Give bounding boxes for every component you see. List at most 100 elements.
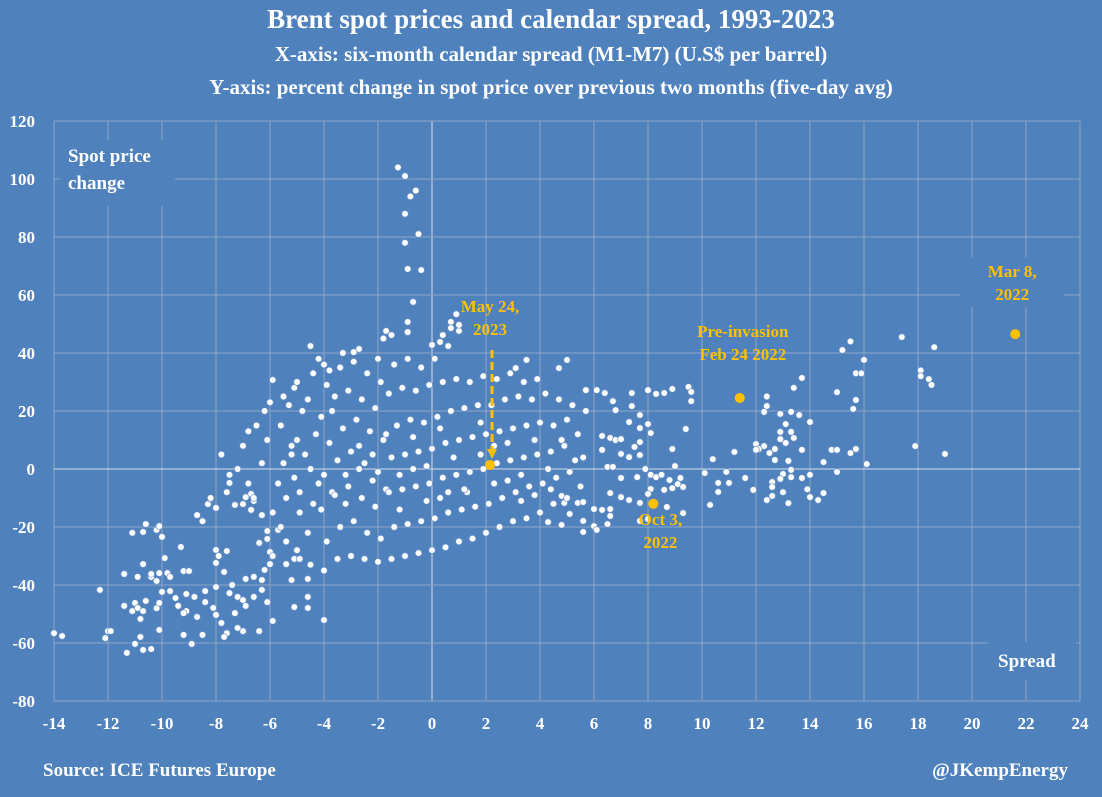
data-point xyxy=(617,493,625,501)
data-point xyxy=(239,500,247,508)
data-point xyxy=(776,410,784,418)
data-point xyxy=(460,404,469,412)
data-point xyxy=(503,439,512,447)
data-point xyxy=(447,318,455,326)
data-point xyxy=(212,583,220,591)
data-point xyxy=(290,384,298,392)
data-point xyxy=(566,510,574,518)
data-point xyxy=(590,505,598,513)
data-point xyxy=(401,450,409,459)
x-tick-label: 24 xyxy=(1072,714,1090,733)
data-point xyxy=(331,392,339,401)
data-point xyxy=(263,436,271,444)
data-point xyxy=(155,626,163,634)
data-point xyxy=(142,597,150,605)
data-point xyxy=(258,511,266,519)
data-point xyxy=(239,596,247,604)
data-point xyxy=(436,494,444,502)
data-point xyxy=(355,465,363,473)
annotation-label: Oct 3, xyxy=(639,510,682,529)
data-point xyxy=(325,366,334,375)
data-point xyxy=(390,523,398,531)
data-point xyxy=(706,501,714,509)
data-point xyxy=(166,587,174,595)
data-point xyxy=(522,356,531,364)
data-point xyxy=(425,479,433,488)
data-point xyxy=(417,517,425,525)
data-point xyxy=(601,389,609,397)
data-point xyxy=(760,408,768,416)
data-point xyxy=(201,598,209,606)
data-point xyxy=(506,456,514,464)
annotation-label: 2023 xyxy=(473,320,507,339)
data-point xyxy=(533,450,541,459)
data-point xyxy=(641,465,649,473)
data-point xyxy=(239,627,247,635)
x-tick-label: 16 xyxy=(856,714,873,733)
data-point xyxy=(644,420,652,428)
data-point xyxy=(606,512,614,520)
data-point xyxy=(579,517,587,525)
data-point xyxy=(466,378,474,386)
data-point xyxy=(833,388,841,396)
data-point xyxy=(377,378,385,386)
data-point xyxy=(212,559,220,567)
data-point xyxy=(539,479,547,488)
chart-subtitle-y: Y-axis: percent change in spot price ove… xyxy=(209,75,893,99)
data-point xyxy=(925,375,933,383)
data-point xyxy=(636,438,644,446)
data-point xyxy=(476,418,485,427)
data-point xyxy=(266,560,274,568)
data-point xyxy=(233,465,242,473)
data-point xyxy=(387,555,396,563)
data-point xyxy=(309,369,317,377)
data-point xyxy=(155,599,163,607)
data-point xyxy=(798,474,806,482)
data-point xyxy=(201,587,209,595)
data-point xyxy=(171,594,180,602)
data-point xyxy=(441,439,450,447)
data-point xyxy=(563,356,571,364)
data-point xyxy=(420,418,428,427)
data-point xyxy=(374,468,382,476)
data-point xyxy=(314,355,323,363)
data-point xyxy=(341,500,350,508)
data-point xyxy=(776,475,784,483)
data-point xyxy=(212,611,220,619)
data-point xyxy=(263,527,271,535)
y-tick-label: 60 xyxy=(18,286,35,305)
data-point xyxy=(444,488,452,496)
data-point xyxy=(333,555,342,563)
data-point xyxy=(709,455,717,463)
data-point xyxy=(371,404,379,412)
data-point xyxy=(439,378,447,386)
data-point xyxy=(136,615,145,623)
annotation-label: Feb 24 2022 xyxy=(699,345,786,364)
data-point xyxy=(798,446,806,454)
data-point xyxy=(455,537,463,546)
data-point xyxy=(50,629,58,637)
data-point xyxy=(468,433,477,441)
x-tick-label: 18 xyxy=(910,714,927,733)
data-point xyxy=(412,186,420,195)
data-point xyxy=(763,496,771,504)
x-tick-label: -6 xyxy=(263,714,277,733)
data-point xyxy=(787,473,795,481)
data-point xyxy=(401,210,409,218)
data-point xyxy=(768,483,776,491)
data-point xyxy=(250,593,258,601)
data-point xyxy=(147,570,155,578)
y-tick-label: 80 xyxy=(18,228,35,247)
data-point xyxy=(139,560,147,568)
data-point xyxy=(414,230,423,238)
chart-subtitle-x: X-axis: six-month calendar spread (M1-M7… xyxy=(274,42,828,66)
data-point xyxy=(393,421,401,430)
data-point xyxy=(363,369,371,377)
data-point xyxy=(555,364,563,372)
data-point xyxy=(252,421,261,430)
data-point xyxy=(668,445,676,453)
data-point xyxy=(404,520,412,528)
data-point xyxy=(314,479,323,488)
data-point xyxy=(304,529,312,537)
data-point xyxy=(306,561,315,569)
